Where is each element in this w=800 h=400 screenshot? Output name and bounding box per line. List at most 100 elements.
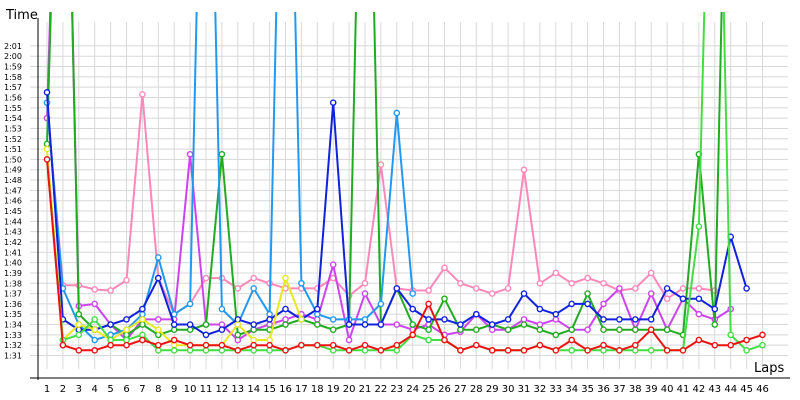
data-point <box>568 336 576 344</box>
data-point <box>170 336 178 344</box>
data-point <box>218 321 226 328</box>
x-tick-label: 38 <box>629 384 642 395</box>
series-lines <box>43 12 766 354</box>
y-tick-label: 1:52 <box>4 135 22 144</box>
data-point <box>186 300 194 308</box>
x-tick-label: 7 <box>139 384 145 395</box>
data-point <box>313 305 321 313</box>
data-point <box>552 331 560 339</box>
data-point <box>679 285 687 292</box>
data-point <box>170 310 178 318</box>
x-tick-label: 29 <box>486 384 499 395</box>
x-tick-label: 10 <box>184 384 197 395</box>
data-point <box>425 326 432 334</box>
data-point <box>329 341 337 349</box>
data-point <box>361 321 369 328</box>
x-tick-label: 40 <box>661 384 674 395</box>
data-point <box>616 316 623 323</box>
data-point <box>663 347 671 354</box>
data-point <box>123 276 130 284</box>
data-point <box>727 331 735 339</box>
data-point <box>663 295 671 303</box>
data-point <box>202 331 210 339</box>
data-point <box>250 347 257 354</box>
data-point <box>536 321 544 328</box>
data-point <box>409 305 417 313</box>
data-point <box>282 274 289 282</box>
data-point <box>743 285 750 292</box>
y-tick-label: 1:57 <box>4 83 22 92</box>
data-point <box>139 336 146 344</box>
data-point <box>409 290 417 297</box>
data-point <box>139 91 146 98</box>
data-point <box>75 347 83 354</box>
series-line <box>46 159 763 352</box>
data-point <box>170 321 178 328</box>
data-point <box>695 223 703 230</box>
data-point <box>552 310 560 318</box>
y-tick-label: 1:36 <box>4 300 22 309</box>
data-point <box>186 150 194 158</box>
y-tick-label: 1:46 <box>4 197 22 206</box>
data-point <box>472 285 480 292</box>
data-point <box>282 316 289 323</box>
data-point <box>313 321 321 328</box>
data-point <box>377 347 385 354</box>
data-point <box>663 285 671 292</box>
y-tick-labels: 1:31 1:321:331:34 1:351:361:37 1:381:391:40… <box>4 42 22 361</box>
data-point <box>584 326 591 334</box>
data-point <box>504 285 512 292</box>
x-tick-labels: 1 2 3 4 5 6 7 8 9 10 11 12 13 14 15 16 17 18 19 20 21 22 23 24 2… <box>44 384 769 395</box>
data-point <box>218 347 226 354</box>
series-group <box>43 12 723 339</box>
data-point <box>600 341 607 349</box>
data-point <box>59 341 67 349</box>
series-line <box>46 12 763 352</box>
data-point <box>266 310 273 318</box>
x-tick-label: 35 <box>581 384 594 395</box>
series-group <box>43 156 766 354</box>
data-point <box>313 316 321 323</box>
x-tick-label: 14 <box>247 384 260 395</box>
x-tick-label: 6 <box>123 384 129 395</box>
data-point <box>695 285 703 292</box>
data-point <box>441 316 448 323</box>
data-point <box>472 326 480 334</box>
data-point <box>107 287 114 294</box>
data-point <box>600 326 607 334</box>
data-point <box>139 331 146 339</box>
data-point <box>568 326 576 334</box>
data-point <box>154 341 162 349</box>
data-point <box>234 336 242 344</box>
y-tick-label: 1:42 <box>4 238 22 247</box>
data-point <box>139 321 146 328</box>
x-tick-label: 28 <box>470 384 483 395</box>
data-point <box>170 347 178 354</box>
data-point <box>91 326 98 334</box>
x-tick-label: 21 <box>359 384 372 395</box>
data-point <box>584 290 591 297</box>
data-point <box>154 347 162 354</box>
data-point <box>298 316 305 323</box>
data-point <box>91 286 98 293</box>
x-tick-label: 20 <box>343 384 356 395</box>
data-point <box>154 274 162 282</box>
data-point <box>345 336 353 344</box>
data-point <box>234 347 242 354</box>
x-tick-label: 13 <box>231 384 244 395</box>
data-point <box>377 321 385 328</box>
data-point <box>520 321 528 328</box>
data-point <box>329 326 337 334</box>
data-point <box>647 316 655 323</box>
data-point <box>202 347 210 354</box>
data-point <box>711 341 719 349</box>
data-point <box>329 347 337 354</box>
y-tick-label: 1:43 <box>4 228 22 237</box>
data-point <box>154 316 162 323</box>
data-point <box>441 336 448 344</box>
data-point <box>759 331 766 339</box>
data-point <box>393 285 401 292</box>
y-tick-label: 2:00 <box>4 52 22 61</box>
data-point <box>43 145 51 153</box>
data-point <box>457 326 464 334</box>
